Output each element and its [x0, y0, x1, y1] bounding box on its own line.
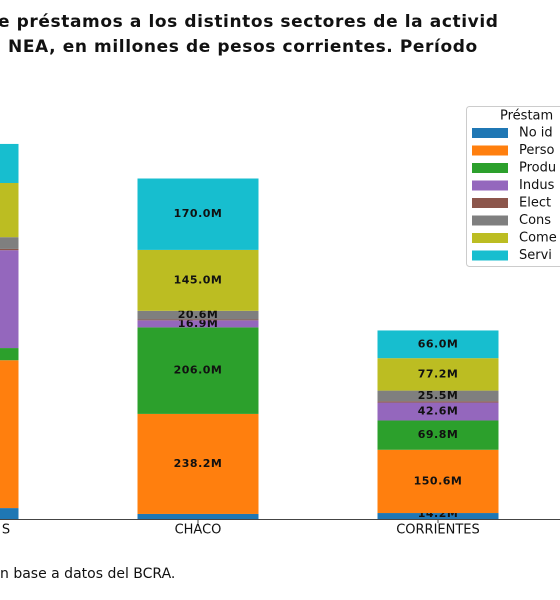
bar-segment — [0, 237, 19, 249]
bar-segment — [377, 513, 499, 519]
legend-label: Perso — [519, 143, 554, 158]
segment-label: 66.0M — [418, 337, 459, 350]
footnote: n base a datos del BCRA. — [0, 566, 175, 582]
segment-label: 170.0M — [174, 207, 223, 220]
legend-swatch — [472, 128, 508, 138]
segment-label: 206.0M — [174, 364, 223, 377]
legend-swatch — [472, 145, 508, 156]
bar-segment — [0, 508, 19, 519]
bar-segment — [137, 319, 259, 321]
bar-segment — [137, 178, 259, 250]
segment-label: 145.0M — [174, 273, 223, 286]
x-tick-label: S — [2, 523, 10, 538]
segment-label: 20.6M — [178, 308, 219, 321]
bar-segment — [0, 183, 19, 238]
bar-segment — [137, 327, 259, 414]
segment-label: 150.6M — [414, 474, 463, 487]
bar-segment — [0, 248, 19, 251]
segment-label: 77.2M — [418, 367, 459, 380]
bar-segment — [0, 250, 19, 349]
legend-swatch — [472, 163, 508, 173]
bar-segment — [0, 143, 19, 183]
bar-segment — [137, 513, 259, 519]
segment-label: 25.5M — [418, 389, 459, 402]
chart-title-line: e préstamos a los distintos sectores de … — [0, 12, 499, 32]
bar-segment — [377, 449, 499, 514]
legend-swatch — [472, 215, 508, 226]
bar-segment — [377, 420, 499, 450]
legend-title: Préstam — [500, 109, 553, 124]
legend-label: Come — [519, 231, 557, 246]
legend-label: Servi — [519, 248, 552, 263]
bar-segment — [0, 348, 19, 361]
legend-swatch — [472, 250, 508, 261]
legend-label: No id — [519, 126, 553, 141]
x-tick-label: CORRIENTES — [396, 523, 480, 538]
bar-segment — [137, 249, 259, 311]
segment-label: 69.8M — [418, 428, 459, 441]
legend-swatch — [472, 233, 508, 243]
bar-segment — [137, 413, 259, 514]
legend-label: Produ — [519, 161, 556, 176]
bar-segment — [377, 358, 499, 391]
legend-swatch — [472, 180, 508, 191]
bar-segment — [0, 360, 19, 509]
bar-segment — [377, 402, 499, 421]
legend-label: Indus — [519, 178, 555, 193]
bar-segment — [377, 390, 499, 402]
bar-segment — [377, 401, 499, 403]
bar-segment — [137, 320, 259, 328]
legend-label: Cons — [519, 213, 551, 228]
bar-segment — [377, 330, 499, 359]
segment-label: 42.6M — [418, 405, 459, 418]
bar-segment — [137, 310, 259, 320]
legend-swatch — [472, 198, 508, 208]
x-tick-label: CHACO — [175, 523, 222, 538]
segment-label: 238.2M — [174, 457, 223, 470]
chart-title-line: NEA, en millones de pesos corrientes. Pe… — [8, 37, 478, 57]
legend-label: Elect — [519, 196, 551, 211]
